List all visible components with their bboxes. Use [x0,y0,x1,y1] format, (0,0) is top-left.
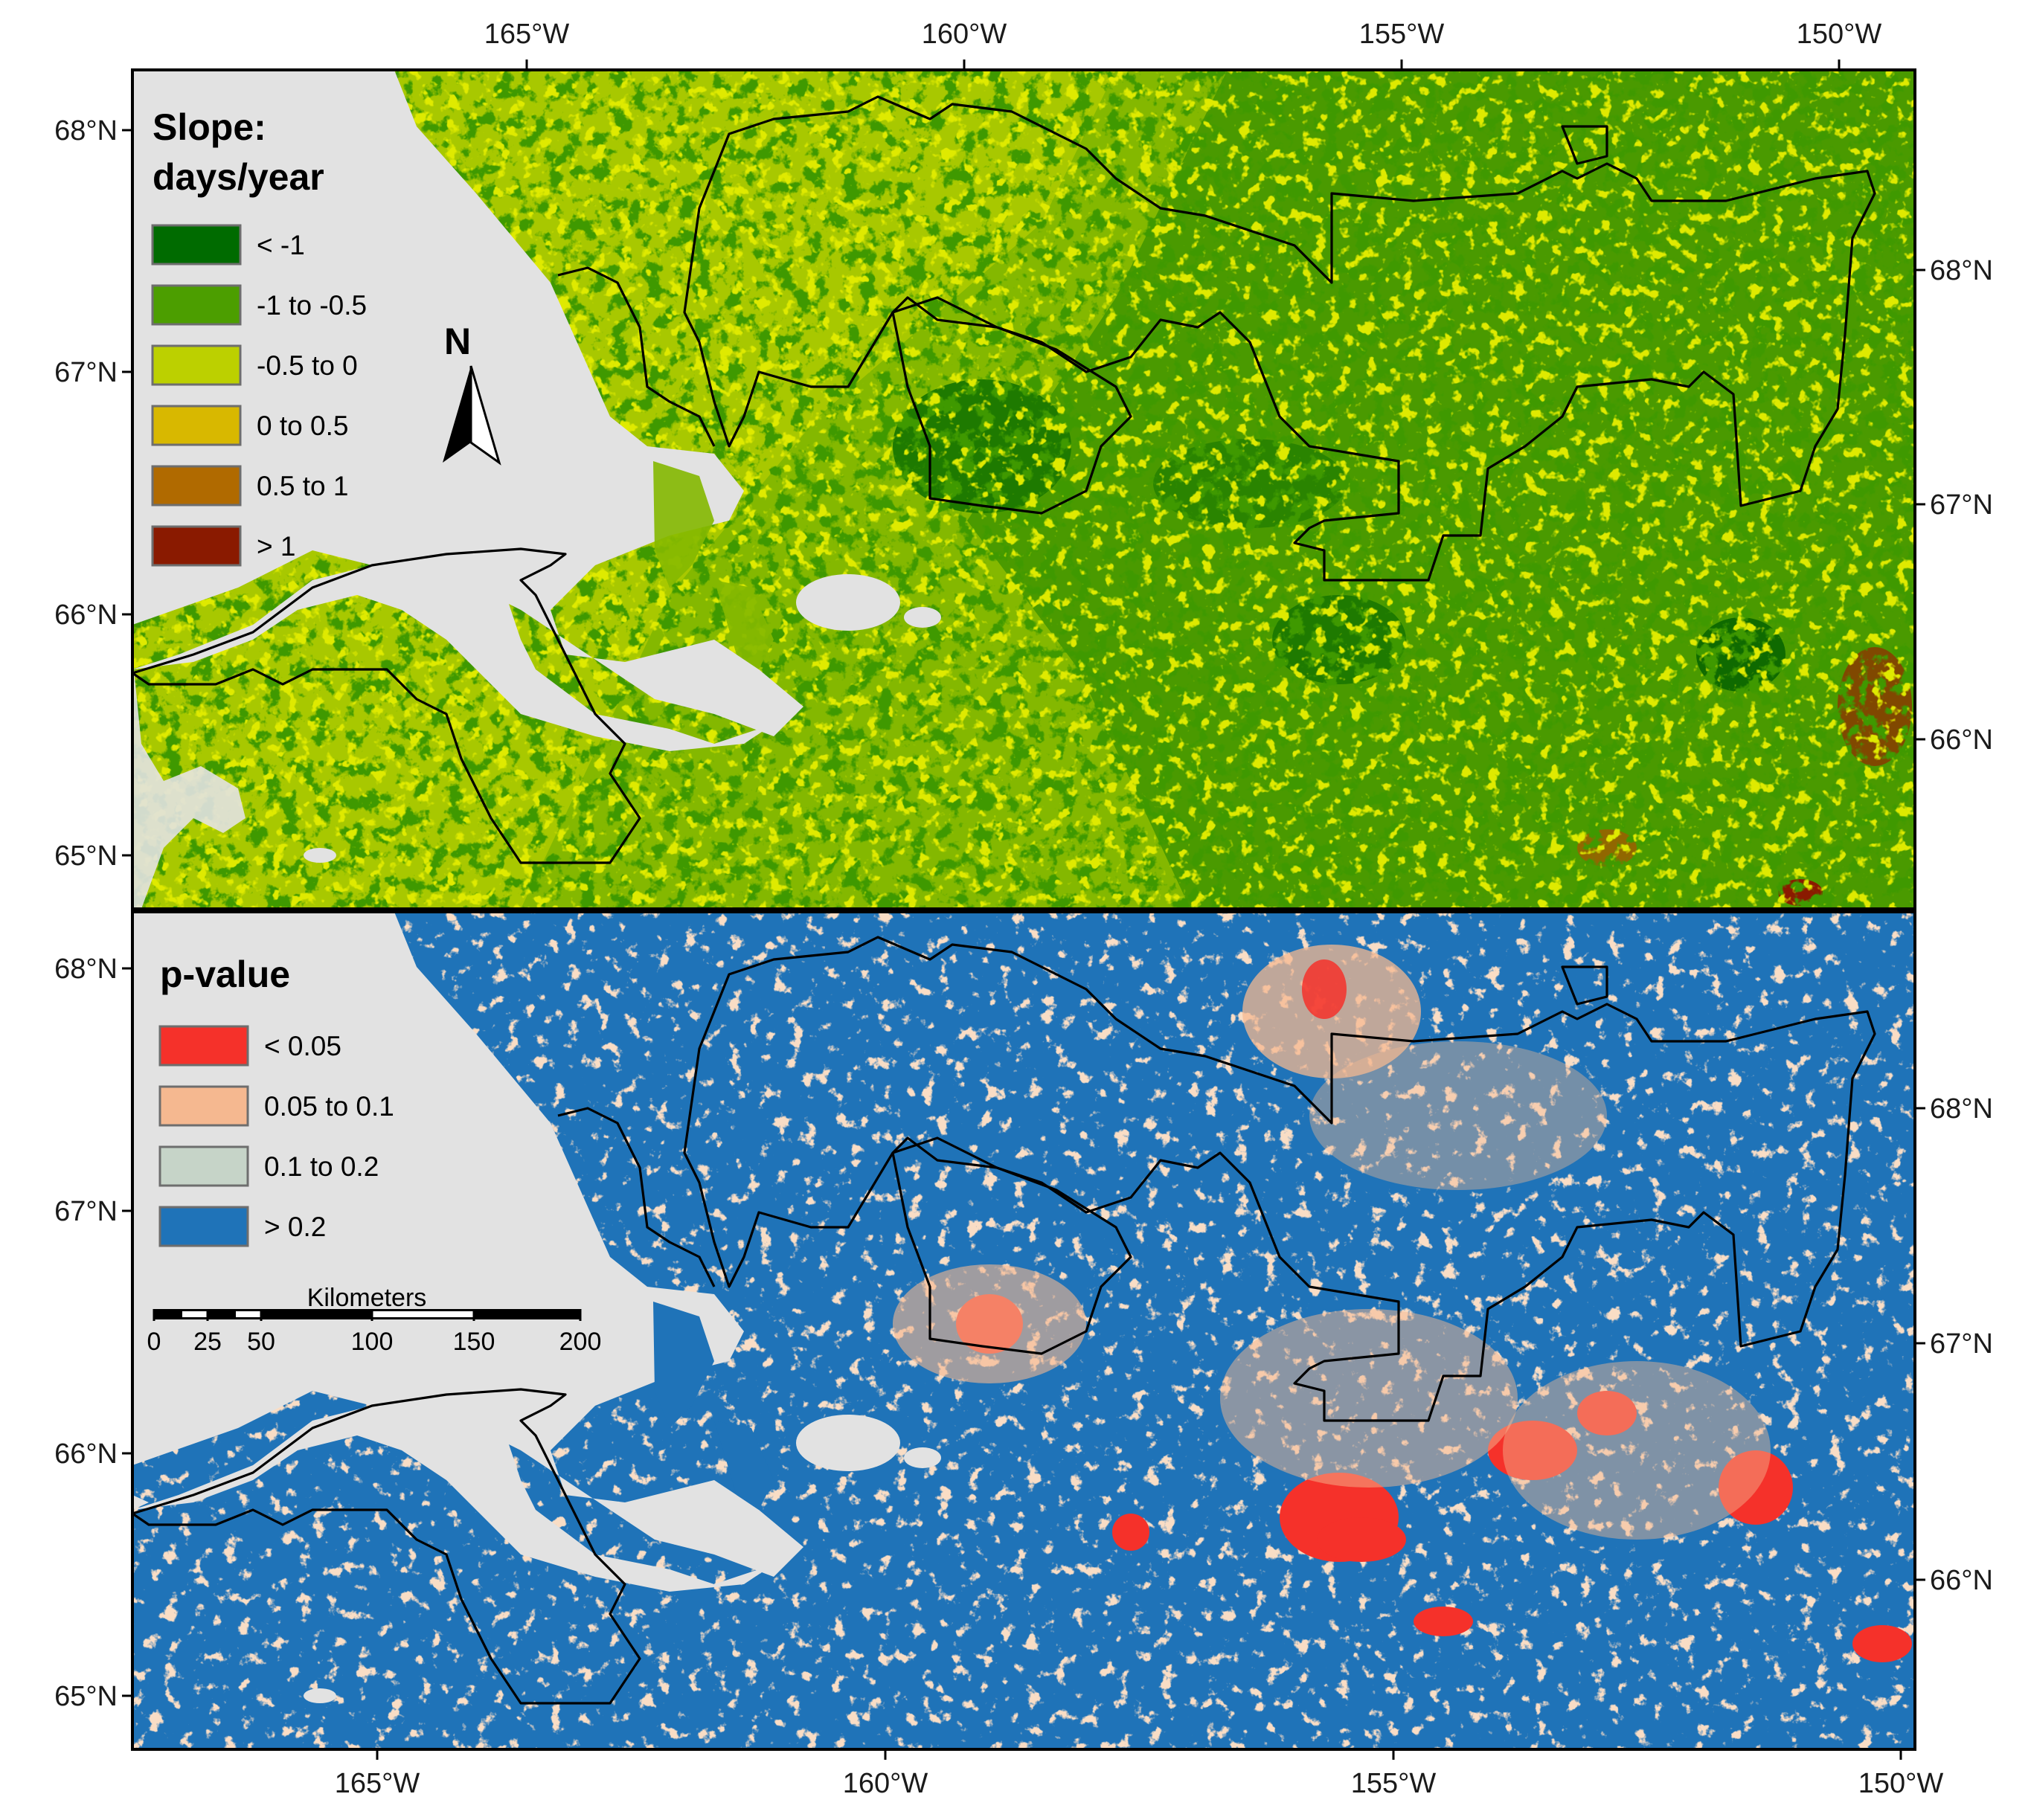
legend-swatch [158,1206,249,1247]
p-value-map-frame [131,910,1916,1751]
p-value-legend-title: p-value [160,954,290,995]
scale-bar-ticks: 0 25 50 100 150 200 [147,1309,602,1356]
legend-swatch [158,1085,249,1127]
slope-map-frame [131,68,1916,910]
legend-label: 0 to 0.5 [257,411,348,441]
slope-legend-title-line2: days/year [153,156,324,198]
right-latitude-label: 66°N [1930,724,1993,756]
legend-swatch [158,1145,249,1187]
scale-bar-tick-label: 50 [247,1328,275,1356]
scale-bar-segment [372,1311,474,1317]
land-fill [714,1421,774,1510]
bottom-longitude-label: 155°W [1351,1768,1437,1799]
bottom-longitude-label: 150°W [1858,1768,1944,1799]
left-latitude-label: 68°N [54,115,118,147]
slope-legend-items: < -1 -1 to -0.5 -0.5 to 0 0 to 0.5 0.5 to 1 >… [151,224,367,567]
p-value-map [132,912,1915,1749]
legend-label: > 1 [257,531,295,562]
legend-swatch [151,224,242,266]
p-value-legend: p-value < 0.05 0.05 to 0.1 0.1 to 0.2 > 0.2 [158,954,394,1247]
right-latitude-label: 68°N [1930,1093,1993,1125]
legend-label: < -1 [257,230,305,260]
north-arrow-label: N [444,321,471,362]
legend-label: < 0.05 [264,1031,341,1061]
scale-bar-tick-label: 0 [147,1328,161,1356]
north-arrow-icon [443,366,471,463]
scale-bar: Kilometers 0 25 50 100 150 200 [147,1284,602,1356]
legend-swatch [151,465,242,507]
right-latitude-label: 68°N [1930,255,1993,286]
left-latitude-label: 65°N [54,840,118,872]
scale-bar-title: Kilometers [307,1284,427,1312]
park-boundaries [132,936,1876,1705]
legend-swatch [151,284,242,326]
top-longitude-label: 155°W [1359,19,1445,50]
scale-bar-track [154,1309,580,1319]
slope-map [132,70,1915,909]
scale-bar-tick-label: 25 [193,1328,222,1356]
legend-label: -1 to -0.5 [257,290,367,321]
legend-swatch [151,344,242,386]
scale-bar-segment [236,1311,261,1317]
left-latitude-label: 68°N [54,954,118,985]
scale-bar-tick-label: 150 [453,1328,495,1356]
legend-label: 0.5 to 1 [257,471,348,501]
left-latitude-label: 66°N [54,1438,118,1470]
scale-bar-tick-label: 200 [559,1328,602,1356]
north-arrow-icon-outline [469,365,501,466]
top-longitude-label: 150°W [1797,19,1882,50]
legend-swatch [151,405,242,446]
right-latitude-label: 67°N [1930,1328,1993,1360]
top-longitude-label: 165°W [484,19,570,50]
bottom-longitude-label: 165°W [335,1768,420,1799]
right-latitude-label: 66°N [1930,1565,1993,1596]
top-longitude-label: 160°W [922,19,1007,50]
scale-bar-tick-label: 100 [351,1328,394,1356]
left-latitude-label: 67°N [54,1196,118,1227]
axis-ticks: 165°W 160°W 155°W 150°W 165°W 160°W 155°W 150°W… [54,19,1993,1799]
left-latitude-label: 65°N [54,1681,118,1712]
legend-label: 0.1 to 0.2 [264,1151,379,1182]
left-latitude-label: 66°N [54,599,118,631]
land-fill [653,1302,714,1428]
scale-bar-segment [182,1311,208,1317]
legend-swatch [151,525,242,567]
sea-north-coast [132,1387,789,1592]
north-arrow: N [443,321,501,466]
left-latitude-label: 67°N [54,357,118,388]
legend-label: 0.05 to 0.1 [264,1091,394,1122]
significance-patches [893,945,1912,1662]
legend-swatch [158,1025,249,1067]
slope-legend-title-line1: Slope: [153,106,266,148]
legend-label: -0.5 to 0 [257,350,358,381]
sea-north-coast [132,547,789,751]
bottom-longitude-label: 160°W [843,1768,928,1799]
legend-label: > 0.2 [264,1212,326,1242]
water-bodies [132,912,941,1703]
p-value-legend-items: < 0.05 0.05 to 0.1 0.1 to 0.2 > 0.2 [158,1025,394,1247]
park-boundaries [132,95,1876,864]
slope-legend: Slope: days/year < -1 -1 to -0.5 -0.5 to 0… [151,106,367,567]
right-latitude-label: 67°N [1930,489,1993,521]
